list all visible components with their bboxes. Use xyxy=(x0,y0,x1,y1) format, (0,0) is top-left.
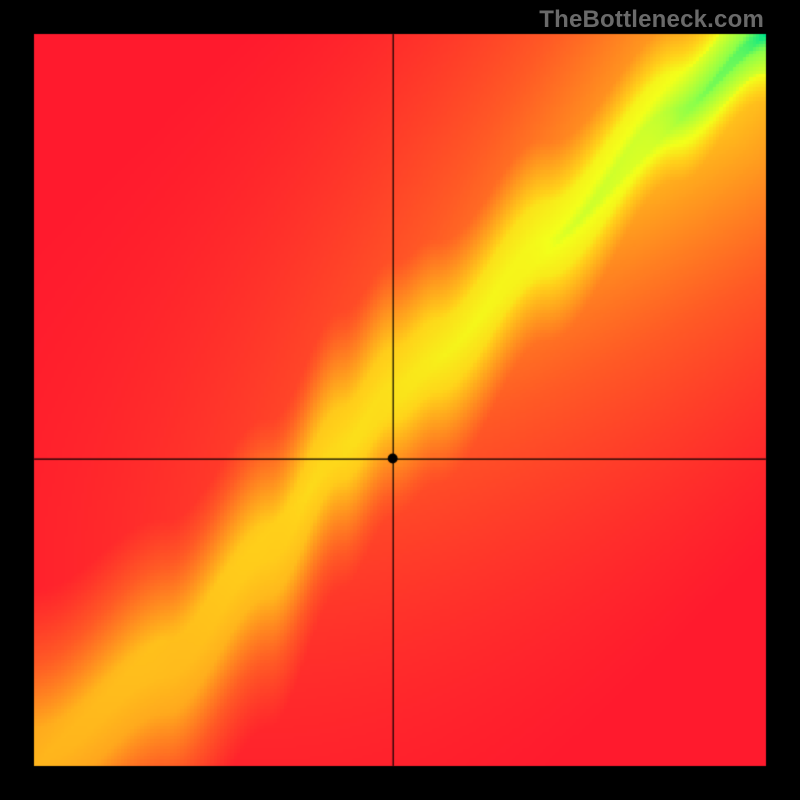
watermark-text: TheBottleneck.com xyxy=(539,6,764,34)
stage: TheBottleneck.com xyxy=(0,0,800,800)
crosshair-overlay-canvas xyxy=(0,0,800,800)
